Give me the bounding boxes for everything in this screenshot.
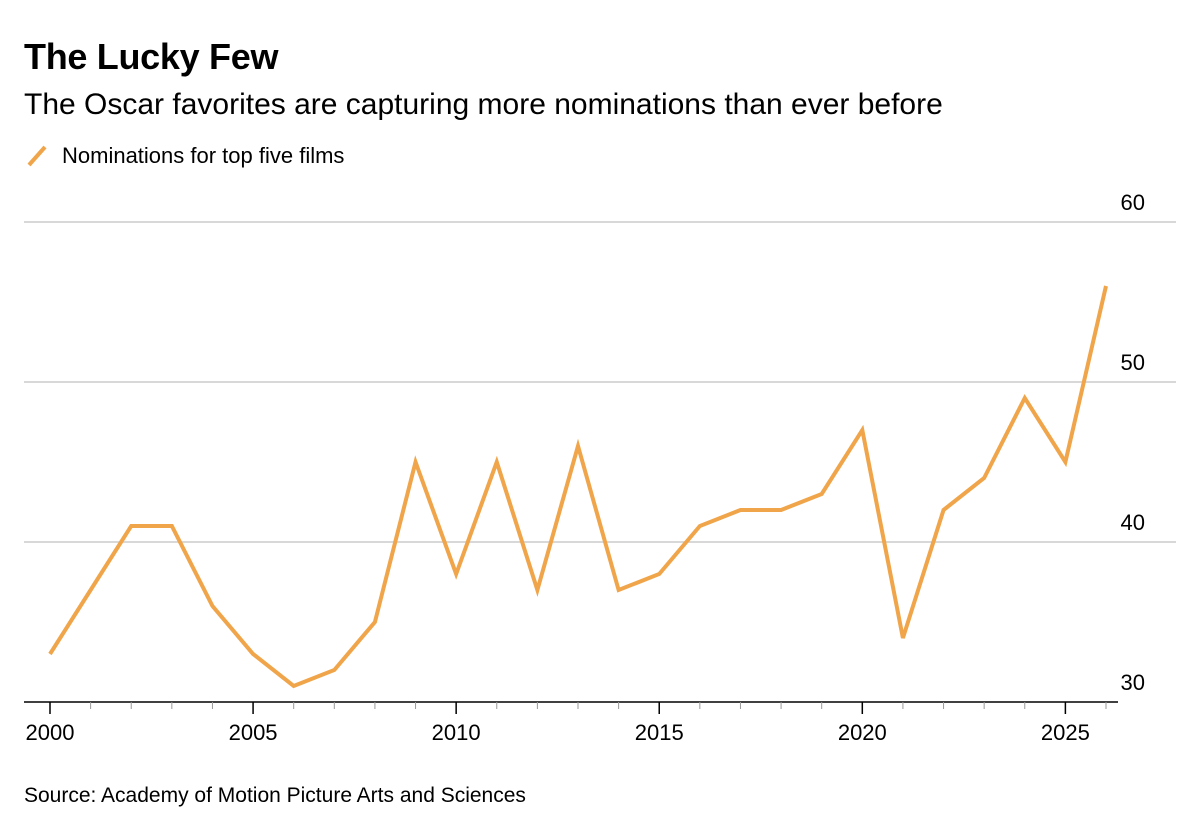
data-point-2004 xyxy=(209,603,215,609)
data-point-2002 xyxy=(128,523,134,529)
x-tick-label-2020: 2020 xyxy=(838,720,887,745)
data-point-2013 xyxy=(575,443,581,449)
data-point-2017 xyxy=(737,507,743,513)
data-point-2023 xyxy=(981,475,987,481)
data-point-2014 xyxy=(616,587,622,593)
data-point-2021 xyxy=(900,635,906,641)
data-point-2019 xyxy=(819,491,825,497)
legend: Nominations for top five films xyxy=(24,141,344,171)
data-point-2001 xyxy=(88,587,94,593)
data-point-2020 xyxy=(859,427,865,433)
data-point-2006 xyxy=(291,683,297,689)
x-tick-label-2005: 2005 xyxy=(229,720,278,745)
data-point-2009 xyxy=(413,459,419,465)
y-tick-label-30: 30 xyxy=(1121,670,1145,695)
x-tick-label-2010: 2010 xyxy=(432,720,481,745)
data-point-2026 xyxy=(1103,283,1109,289)
x-tick-label-2000: 2000 xyxy=(26,720,75,745)
chart-title: The Lucky Few xyxy=(24,36,279,77)
data-point-2016 xyxy=(697,523,703,529)
data-point-2003 xyxy=(169,523,175,529)
y-tick-label-60: 60 xyxy=(1121,190,1145,215)
data-point-2005 xyxy=(250,651,256,657)
y-tick-label-40: 40 xyxy=(1121,510,1145,535)
x-tick-label-2015: 2015 xyxy=(635,720,684,745)
data-point-2018 xyxy=(778,507,784,513)
data-point-2000 xyxy=(47,651,53,657)
data-point-2024 xyxy=(1022,395,1028,401)
data-point-2007 xyxy=(331,667,337,673)
data-point-2022 xyxy=(941,507,947,513)
y-tick-label-50: 50 xyxy=(1121,350,1145,375)
legend-label: Nominations for top five films xyxy=(62,143,345,168)
x-tick-label-2025: 2025 xyxy=(1041,720,1090,745)
data-point-2010 xyxy=(453,571,459,577)
data-point-2015 xyxy=(656,571,662,577)
data-point-2011 xyxy=(494,459,500,465)
series-line-0 xyxy=(48,285,1108,689)
data-point-2012 xyxy=(534,587,540,593)
diagonal-line-icon xyxy=(27,145,47,167)
data-point-2008 xyxy=(372,619,378,625)
source-note: Source: Academy of Motion Picture Arts a… xyxy=(24,784,526,807)
data-point-2025 xyxy=(1062,459,1068,465)
chart-subtitle: The Oscar favorites are capturing more n… xyxy=(24,88,943,121)
